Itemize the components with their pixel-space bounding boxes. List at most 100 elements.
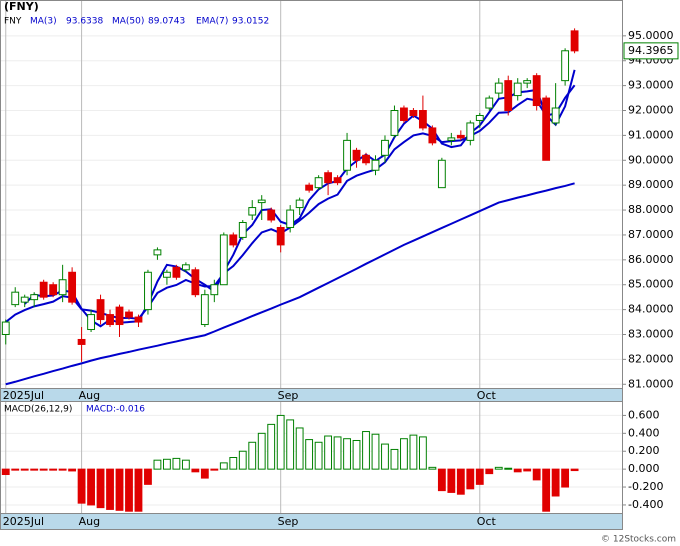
histogram-bar (513, 468, 522, 473)
candle-body (428, 127, 437, 144)
x-tick-label: 2025Jul (3, 389, 44, 402)
y-tick-label: 84.0000 (628, 303, 674, 316)
macd-title: MACD(26,12,9) (4, 405, 72, 415)
candle-body (475, 114, 484, 121)
y-tick-label: 82.0000 (628, 352, 674, 365)
candle-body (532, 75, 541, 107)
histogram-bar (494, 466, 503, 470)
candle-body (144, 271, 152, 311)
x-tick-label: Sep (278, 515, 299, 528)
y-tick-label: 92.0000 (628, 104, 674, 117)
candle-body (276, 226, 285, 246)
candle-body (343, 139, 351, 171)
candle-body (58, 279, 67, 296)
histogram-bar (570, 468, 579, 472)
candle-body (153, 249, 162, 256)
histogram-bar (77, 468, 86, 504)
y-tick-label: 81.0000 (628, 377, 674, 390)
y-tick-label: 85.0000 (628, 278, 674, 291)
candle-body (295, 199, 304, 209)
y-tick-label: 0.600 (628, 408, 660, 421)
histogram-bar (200, 468, 209, 479)
y-tick-label: 88.0000 (628, 203, 674, 216)
candle-body (381, 139, 389, 156)
candle-body (400, 107, 408, 121)
histogram-bar (49, 468, 58, 471)
candle-body (125, 311, 133, 318)
histogram-bar (305, 439, 314, 470)
histogram-bar (409, 434, 418, 470)
candle-body (96, 299, 105, 321)
candle-body (77, 338, 86, 345)
chart-title: (FNY) (4, 0, 39, 13)
macd-legend: MACD:-0.016 (86, 405, 145, 415)
y-tick-label: 83.0000 (628, 327, 674, 340)
candle-body (267, 209, 276, 221)
legend-label: MA(3) (30, 17, 57, 27)
histogram-bar (238, 450, 247, 470)
y-tick-label: 0.400 (628, 426, 660, 439)
y-tick-label: 86.0000 (628, 253, 674, 266)
candle-body (362, 154, 370, 164)
candle-body (305, 184, 314, 191)
histogram-bar (144, 468, 152, 485)
histogram-bar (333, 436, 342, 470)
histogram-bar (181, 459, 190, 470)
histogram-bar (371, 433, 380, 470)
candle-body (466, 122, 475, 141)
histogram-bar (210, 468, 219, 471)
histogram-bar (163, 458, 171, 470)
candle-body (409, 110, 418, 116)
histogram-bar (475, 468, 484, 485)
histogram-bar (400, 438, 408, 470)
histogram-bar (96, 468, 105, 509)
histogram-bar (267, 423, 276, 470)
candle-body (324, 172, 333, 184)
histogram-bar (58, 468, 67, 471)
y-tick-label: 87.0000 (628, 228, 674, 241)
histogram-bar (125, 468, 133, 512)
x-tick-label: Oct (477, 515, 497, 528)
candle-body (248, 207, 257, 216)
candle-body (390, 110, 399, 136)
y-tick-label: 0.000 (628, 462, 660, 475)
candle-body (49, 284, 58, 296)
candle-body (200, 294, 209, 326)
last-price: 94.3965 (628, 44, 674, 57)
y-tick-label: 91.0000 (628, 128, 674, 141)
histogram-bar (352, 439, 361, 470)
candle-body (210, 284, 219, 296)
histogram-bar (532, 468, 541, 481)
candle-body (229, 234, 238, 246)
histogram-bar (134, 468, 143, 512)
histogram-bar (447, 468, 456, 493)
candle-body (352, 149, 361, 161)
candle-body (11, 291, 20, 306)
y-tick-label: 95.0000 (628, 29, 674, 42)
histogram-bar (390, 448, 399, 470)
histogram-bar (172, 457, 181, 470)
histogram-bar (485, 468, 494, 475)
histogram-bar (219, 462, 228, 470)
candle-body (30, 294, 39, 301)
candle-body (87, 314, 95, 331)
candle-body (286, 209, 295, 228)
histogram-bar (314, 441, 323, 470)
candle-body (494, 82, 503, 94)
candle-body (551, 107, 560, 124)
candle-body (257, 199, 266, 204)
credit: © 12Stocks.com (601, 535, 676, 545)
candle-body (371, 159, 380, 171)
candle-body (437, 159, 446, 189)
histogram-bar (248, 441, 257, 470)
histogram-bar (418, 436, 427, 470)
candle-body (68, 271, 77, 303)
x-tick-label: Aug (79, 389, 100, 402)
y-tick-label: -0.200 (628, 480, 663, 493)
y-tick-label: 93.0000 (628, 79, 674, 92)
histogram-bar (324, 435, 333, 470)
histogram-bar (106, 468, 114, 510)
histogram-bar (428, 466, 437, 470)
candle-body (333, 177, 342, 184)
